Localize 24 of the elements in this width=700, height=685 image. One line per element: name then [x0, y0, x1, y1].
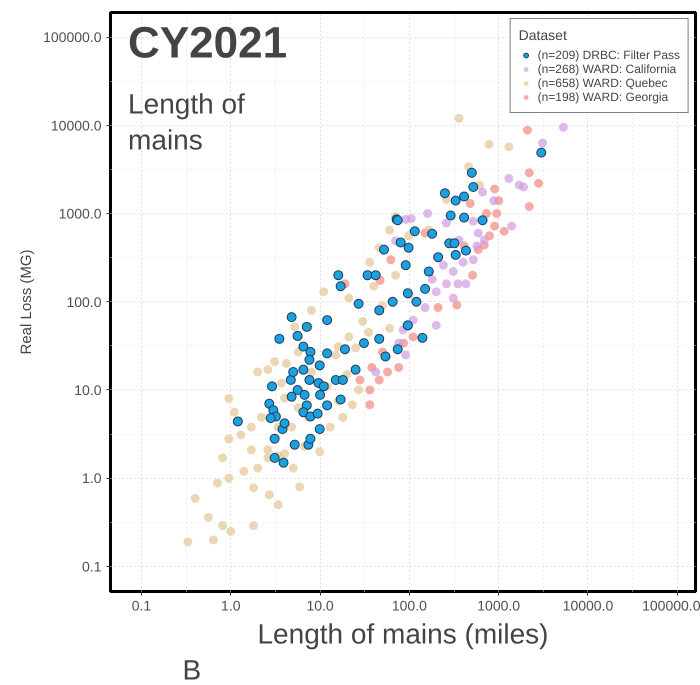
chart-title: CY2021 — [128, 18, 288, 68]
y-tick-label: 1000.0 — [58, 206, 102, 222]
x-tick-label: 1000.0 — [477, 598, 520, 614]
y-axis-title: Real Loss (MG) — [18, 249, 36, 355]
y-tick-label: 1.0 — [82, 470, 102, 486]
legend-label: (n=209) DRBC: Filter Pass — [538, 48, 680, 62]
x-tick-label: 1.0 — [221, 598, 241, 614]
y-tick-label: 100000.0 — [43, 29, 102, 46]
legend-label: (n=198) WARD: Georgia — [538, 90, 668, 104]
x-axis-title: Length of mains (miles) — [257, 618, 549, 650]
x-tick-label: 10000.0 — [562, 598, 614, 614]
x-tick-label: 0.1 — [132, 598, 152, 614]
x-tick-label: 100000.0 — [642, 598, 700, 614]
y-tick-label: 100.0 — [66, 294, 102, 310]
text: Length of mains — [128, 88, 246, 156]
y-tick-label: 10000.0 — [50, 117, 102, 134]
legend-label: (n=268) WARD: California — [538, 62, 676, 76]
y-tick-label: 10.0 — [74, 382, 102, 398]
x-tick-label: 100.0 — [392, 598, 428, 614]
x-tick-label: 10.0 — [306, 598, 334, 614]
y-tick-label: 0.1 — [82, 558, 102, 574]
text: B — [182, 654, 202, 685]
legend-title: Dataset — [518, 27, 568, 43]
legend-label: (n=658) WARD: Quebec — [538, 76, 668, 90]
